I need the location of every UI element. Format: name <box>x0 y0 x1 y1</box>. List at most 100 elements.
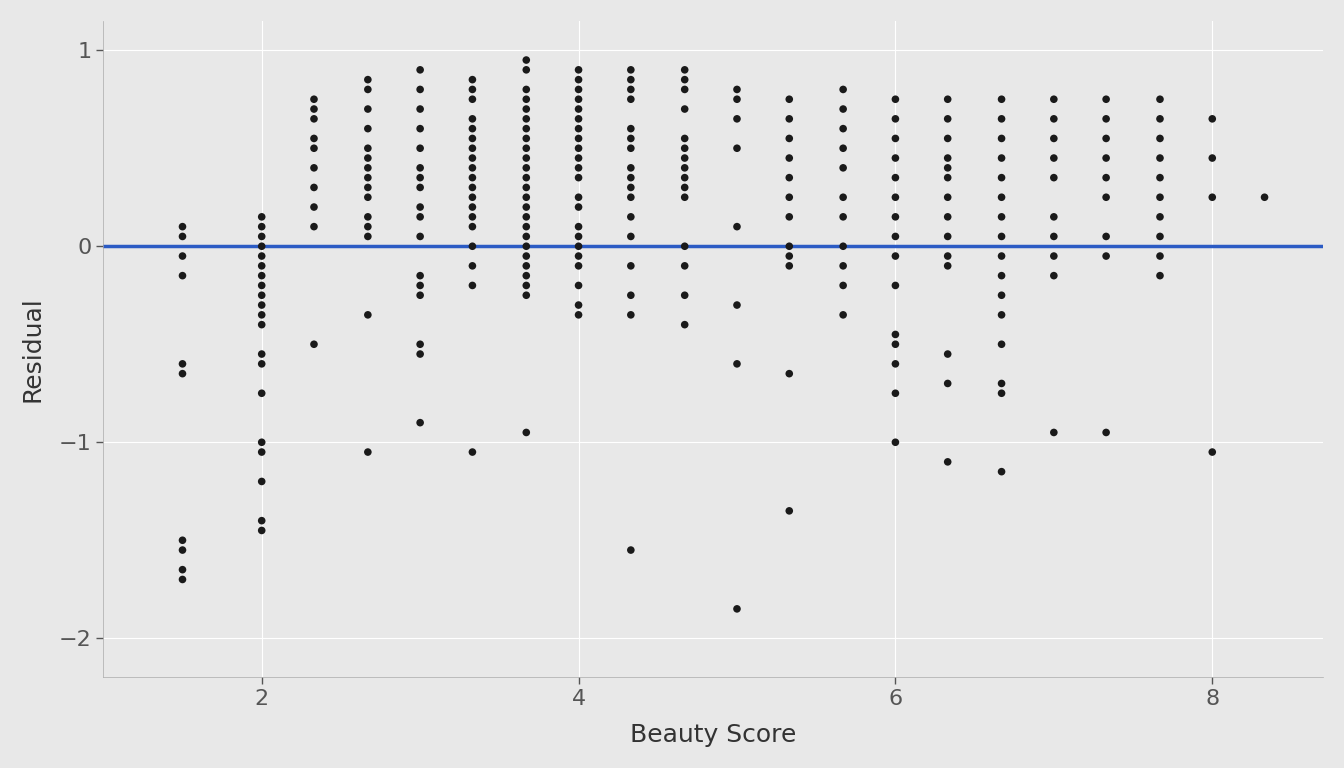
Point <box>832 260 853 272</box>
Point <box>884 387 906 399</box>
Point <box>567 93 589 105</box>
Point <box>673 64 695 76</box>
Point <box>567 83 589 95</box>
Point <box>410 416 431 429</box>
Point <box>251 289 273 301</box>
Point <box>410 142 431 154</box>
Point <box>251 250 273 262</box>
Point <box>673 289 695 301</box>
Point <box>516 132 538 144</box>
Point <box>516 162 538 174</box>
Point <box>1043 270 1064 282</box>
Point <box>1149 250 1171 262</box>
Point <box>516 113 538 125</box>
Point <box>172 270 194 282</box>
Point <box>1095 191 1117 204</box>
Point <box>778 368 800 380</box>
Point <box>832 142 853 154</box>
Point <box>937 113 958 125</box>
Point <box>567 309 589 321</box>
Point <box>937 348 958 360</box>
Point <box>991 465 1012 478</box>
Point <box>358 162 379 174</box>
Point <box>832 280 853 292</box>
Point <box>358 152 379 164</box>
Point <box>620 309 641 321</box>
Point <box>516 280 538 292</box>
Point <box>461 446 482 458</box>
Point <box>251 230 273 243</box>
Point <box>172 358 194 370</box>
Point <box>778 260 800 272</box>
Point <box>358 171 379 184</box>
Point <box>304 132 325 144</box>
Point <box>1149 230 1171 243</box>
Point <box>1202 152 1223 164</box>
Point <box>884 210 906 223</box>
Point <box>620 191 641 204</box>
Point <box>251 220 273 233</box>
Point <box>884 132 906 144</box>
Point <box>358 309 379 321</box>
Point <box>567 162 589 174</box>
Point <box>991 338 1012 350</box>
Point <box>1043 171 1064 184</box>
Point <box>567 171 589 184</box>
Point <box>567 230 589 243</box>
Point <box>567 122 589 134</box>
Point <box>358 446 379 458</box>
Point <box>620 93 641 105</box>
Point <box>884 171 906 184</box>
Point <box>461 191 482 204</box>
Point <box>937 132 958 144</box>
Point <box>1254 191 1275 204</box>
Point <box>832 122 853 134</box>
Point <box>304 113 325 125</box>
Point <box>620 162 641 174</box>
Point <box>726 142 747 154</box>
Point <box>620 544 641 556</box>
Point <box>567 152 589 164</box>
Point <box>620 142 641 154</box>
Point <box>726 220 747 233</box>
Point <box>251 299 273 311</box>
Point <box>304 201 325 214</box>
Point <box>172 220 194 233</box>
Point <box>567 113 589 125</box>
Point <box>251 387 273 399</box>
Point <box>304 220 325 233</box>
Point <box>358 103 379 115</box>
Point <box>778 240 800 253</box>
Point <box>991 113 1012 125</box>
Point <box>358 122 379 134</box>
Point <box>991 289 1012 301</box>
Point <box>620 181 641 194</box>
Point <box>673 142 695 154</box>
Point <box>410 270 431 282</box>
Point <box>304 93 325 105</box>
Point <box>1149 152 1171 164</box>
Point <box>673 319 695 331</box>
Point <box>937 377 958 389</box>
Point <box>251 210 273 223</box>
Point <box>172 574 194 586</box>
Point <box>567 74 589 86</box>
Point <box>461 74 482 86</box>
Point <box>410 83 431 95</box>
Point <box>461 240 482 253</box>
Point <box>461 113 482 125</box>
Point <box>884 230 906 243</box>
Point <box>172 564 194 576</box>
Point <box>726 603 747 615</box>
Point <box>461 220 482 233</box>
Point <box>937 210 958 223</box>
Point <box>358 191 379 204</box>
Point <box>304 103 325 115</box>
Point <box>1149 113 1171 125</box>
Point <box>991 152 1012 164</box>
Point <box>461 171 482 184</box>
Point <box>1095 171 1117 184</box>
Point <box>673 132 695 144</box>
Point <box>832 191 853 204</box>
Point <box>620 210 641 223</box>
